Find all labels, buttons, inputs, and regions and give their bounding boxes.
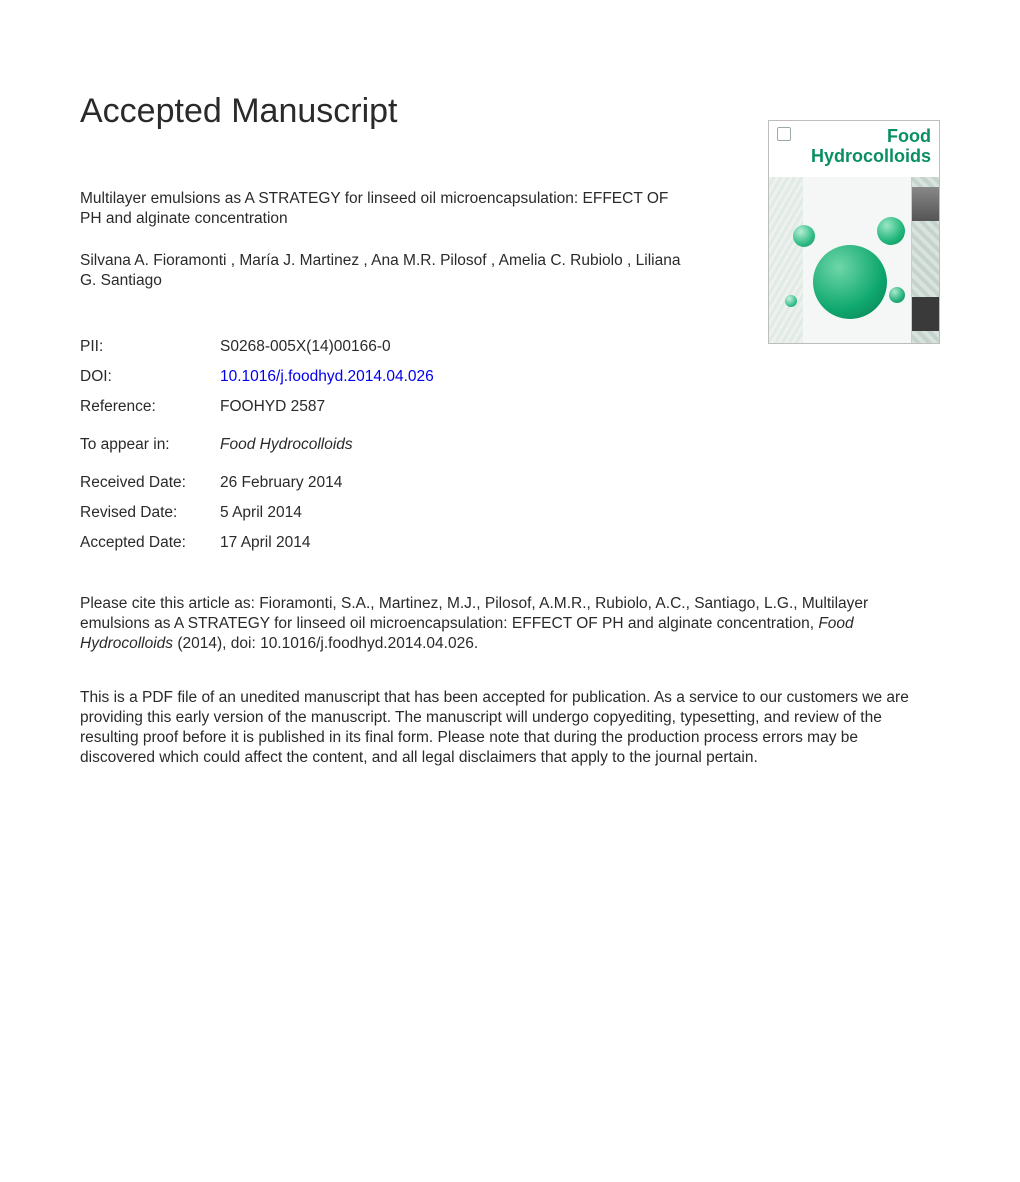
table-row: PII: S0268-005X(14)00166-0 <box>80 332 434 362</box>
bubble-icon <box>785 295 797 307</box>
received-date-label: Received Date: <box>80 460 220 498</box>
bubble-icon <box>889 287 905 303</box>
pii-label: PII: <box>80 332 220 362</box>
citation-text: Please cite this article as: Fioramonti,… <box>80 594 900 654</box>
article-title: Multilayer emulsions as A STRATEGY for l… <box>80 189 690 229</box>
table-row: Revised Date: 5 April 2014 <box>80 498 434 528</box>
doi-label: DOI: <box>80 362 220 392</box>
citation-suffix: (2014), doi: 10.1016/j.foodhyd.2014.04.0… <box>173 635 478 652</box>
article-authors: Silvana A. Fioramonti , María J. Martine… <box>80 251 690 291</box>
cover-strip <box>911 177 939 344</box>
publisher-logo-icon <box>777 127 791 141</box>
doi-link[interactable]: 10.1016/j.foodhyd.2014.04.026 <box>220 368 434 385</box>
table-row: DOI: 10.1016/j.foodhyd.2014.04.026 <box>80 362 434 392</box>
cover-journal-line2: Hydrocolloids <box>777 147 931 165</box>
table-row: Accepted Date: 17 April 2014 <box>80 528 434 558</box>
cover-journal-line1: Food <box>777 127 931 145</box>
bubble-icon <box>793 225 815 247</box>
to-appear-in-label: To appear in: <box>80 422 220 460</box>
cover-header: Food Hydrocolloids <box>769 121 939 177</box>
cover-texture-left <box>769 177 803 344</box>
cover-art <box>769 177 939 344</box>
metadata-table: PII: S0268-005X(14)00166-0 DOI: 10.1016/… <box>80 332 434 558</box>
journal-cover-thumbnail: Food Hydrocolloids <box>768 120 940 344</box>
received-date-value: 26 February 2014 <box>220 460 434 498</box>
doi-value: 10.1016/j.foodhyd.2014.04.026 <box>220 362 434 392</box>
table-row: Received Date: 26 February 2014 <box>80 460 434 498</box>
table-row: To appear in: Food Hydrocolloids <box>80 422 434 460</box>
cover-strip-patch <box>912 297 940 331</box>
revised-date-value: 5 April 2014 <box>220 498 434 528</box>
bubble-icon <box>813 245 887 319</box>
reference-label: Reference: <box>80 392 220 422</box>
disclaimer-text: This is a PDF file of an unedited manusc… <box>80 688 910 769</box>
reference-value: FOOHYD 2587 <box>220 392 434 422</box>
pii-value: S0268-005X(14)00166-0 <box>220 332 434 362</box>
citation-prefix: Please cite this article as: Fioramonti,… <box>80 595 868 632</box>
accepted-date-value: 17 April 2014 <box>220 528 434 558</box>
to-appear-in-value: Food Hydrocolloids <box>220 422 434 460</box>
cover-strip-patch <box>912 187 940 221</box>
bubble-icon <box>877 217 905 245</box>
revised-date-label: Revised Date: <box>80 498 220 528</box>
accepted-date-label: Accepted Date: <box>80 528 220 558</box>
table-row: Reference: FOOHYD 2587 <box>80 392 434 422</box>
